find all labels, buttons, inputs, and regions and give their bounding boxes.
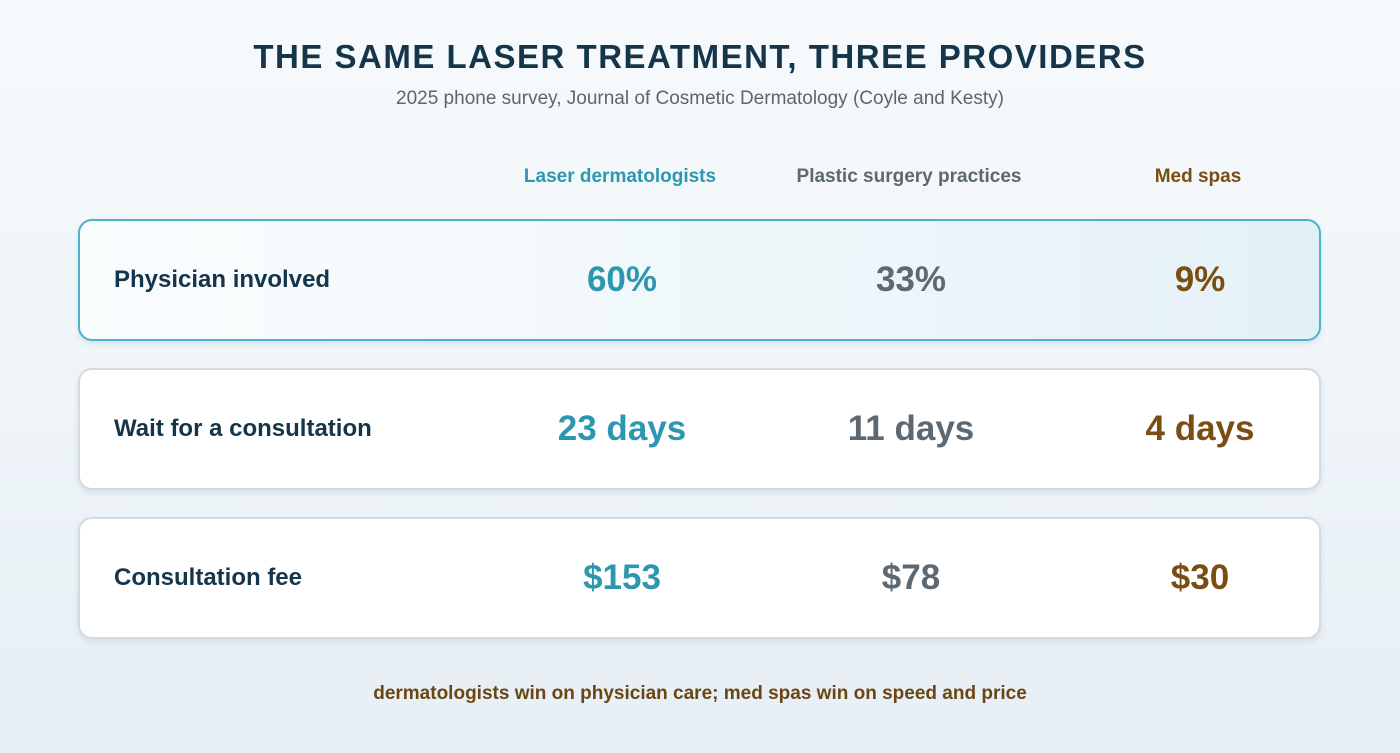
row-label: Physician involved bbox=[114, 266, 331, 293]
value-cell-plastic-surgery-practices: 11 days bbox=[847, 409, 975, 448]
chart-title: THE SAME LASER TREATMENT, THREE PROVIDER… bbox=[253, 38, 1147, 75]
row-card-consultation-fee: Consultation fee $153 $78 $30 bbox=[78, 517, 1321, 639]
row-card-physician-involved: Physician involved 60% 33% 9% bbox=[78, 219, 1321, 341]
chart-subtitle: 2025 phone survey, Journal of Cosmetic D… bbox=[396, 88, 1004, 109]
row-label: Wait for a consultation bbox=[114, 415, 372, 442]
value-cell-laser-dermatologists: $153 bbox=[583, 558, 661, 597]
value-cell-laser-dermatologists: 60% bbox=[586, 260, 658, 299]
value-cell-plastic-surgery-practices: 33% bbox=[875, 260, 947, 299]
column-header-laser-dermatologists: Laser dermatologists bbox=[523, 166, 717, 187]
value-cell-med-spas: 4 days bbox=[1145, 409, 1255, 448]
value-cell-plastic-surgery-practices: $78 bbox=[881, 558, 941, 597]
value-cell-med-spas: $30 bbox=[1170, 558, 1230, 597]
column-header-plastic-surgery-practices: Plastic surgery practices bbox=[796, 166, 1022, 187]
row-label: Consultation fee bbox=[114, 564, 303, 591]
value-cell-laser-dermatologists: 23 days bbox=[557, 409, 687, 448]
column-header-med-spas: Med spas bbox=[1154, 166, 1242, 187]
value-cell-med-spas: 9% bbox=[1174, 260, 1226, 299]
footnote: dermatologists win on physician care; me… bbox=[373, 683, 1027, 704]
row-card-wait-for-consultation: Wait for a consultation 23 days 11 days … bbox=[78, 368, 1321, 490]
